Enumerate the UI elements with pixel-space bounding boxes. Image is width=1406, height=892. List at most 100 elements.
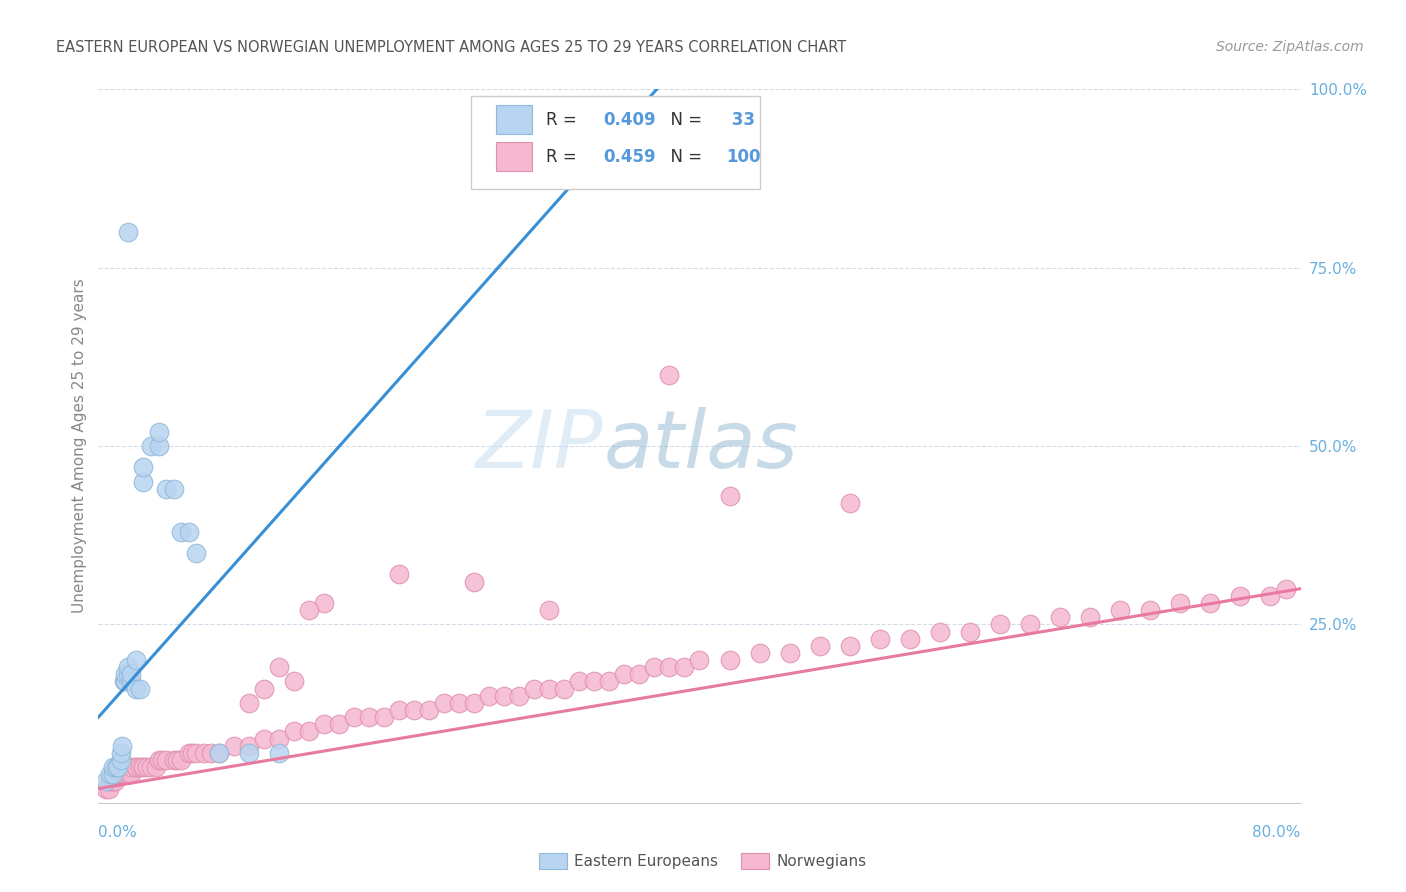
Point bbox=[103, 767, 125, 781]
Point bbox=[125, 681, 148, 696]
Point bbox=[162, 753, 184, 767]
Point bbox=[779, 646, 801, 660]
Point bbox=[688, 653, 710, 667]
Point bbox=[253, 731, 276, 746]
Point bbox=[613, 667, 636, 681]
Point bbox=[155, 482, 177, 496]
Point bbox=[125, 653, 148, 667]
Point bbox=[929, 624, 952, 639]
Point bbox=[1049, 610, 1071, 624]
Point bbox=[121, 760, 143, 774]
Y-axis label: Unemployment Among Ages 25 to 29 years: Unemployment Among Ages 25 to 29 years bbox=[72, 278, 87, 614]
Point bbox=[121, 767, 143, 781]
Point bbox=[538, 603, 561, 617]
Point bbox=[180, 746, 202, 760]
Point bbox=[388, 567, 411, 582]
Point bbox=[343, 710, 366, 724]
Point bbox=[103, 767, 125, 781]
Point bbox=[162, 482, 184, 496]
Point bbox=[110, 746, 132, 760]
Point bbox=[107, 767, 129, 781]
Point bbox=[125, 760, 148, 774]
Text: N =: N = bbox=[659, 111, 707, 128]
Point bbox=[673, 660, 696, 674]
Point bbox=[463, 696, 485, 710]
Point bbox=[105, 760, 128, 774]
Point bbox=[898, 632, 921, 646]
Point bbox=[132, 475, 155, 489]
Text: R =: R = bbox=[546, 111, 582, 128]
Point bbox=[150, 753, 173, 767]
Point bbox=[104, 774, 127, 789]
Point bbox=[283, 674, 305, 689]
Point bbox=[959, 624, 981, 639]
Point bbox=[238, 696, 260, 710]
Point bbox=[112, 767, 135, 781]
Point bbox=[267, 746, 290, 760]
Point bbox=[107, 760, 129, 774]
Point bbox=[523, 681, 546, 696]
Point bbox=[478, 689, 501, 703]
Point bbox=[494, 689, 516, 703]
Point bbox=[1109, 603, 1132, 617]
Point bbox=[838, 496, 860, 510]
Point bbox=[628, 667, 651, 681]
Point bbox=[111, 739, 134, 753]
Point bbox=[94, 781, 117, 796]
Point bbox=[388, 703, 411, 717]
Point bbox=[463, 574, 485, 589]
Point bbox=[869, 632, 891, 646]
FancyBboxPatch shape bbox=[496, 105, 533, 134]
Point bbox=[312, 717, 335, 731]
Point bbox=[170, 753, 193, 767]
Point bbox=[135, 760, 157, 774]
Point bbox=[312, 596, 335, 610]
Point bbox=[208, 746, 231, 760]
Point bbox=[117, 767, 139, 781]
Point bbox=[238, 739, 260, 753]
Point bbox=[283, 724, 305, 739]
Legend: Eastern Europeans, Norwegians: Eastern Europeans, Norwegians bbox=[533, 847, 873, 875]
Point bbox=[598, 674, 620, 689]
Point bbox=[112, 674, 135, 689]
Point bbox=[433, 696, 456, 710]
Point bbox=[1078, 610, 1101, 624]
Point bbox=[1139, 603, 1161, 617]
Point bbox=[298, 724, 321, 739]
Text: 0.0%: 0.0% bbox=[98, 825, 138, 840]
Point bbox=[148, 753, 170, 767]
Point bbox=[129, 760, 152, 774]
Text: Source: ZipAtlas.com: Source: ZipAtlas.com bbox=[1216, 40, 1364, 54]
Point bbox=[508, 689, 530, 703]
Text: ZIP: ZIP bbox=[477, 407, 603, 485]
Point bbox=[110, 767, 132, 781]
Point bbox=[748, 646, 770, 660]
Point bbox=[184, 546, 207, 560]
Point bbox=[193, 746, 215, 760]
Point bbox=[1274, 582, 1296, 596]
Point bbox=[94, 774, 117, 789]
Point bbox=[117, 667, 139, 681]
Point bbox=[253, 681, 276, 696]
Point bbox=[538, 681, 561, 696]
Point bbox=[129, 681, 152, 696]
Point bbox=[298, 603, 321, 617]
Point bbox=[114, 667, 136, 681]
Point bbox=[658, 660, 681, 674]
Point bbox=[177, 746, 200, 760]
Point bbox=[132, 760, 155, 774]
Point bbox=[148, 425, 170, 439]
Point bbox=[718, 653, 741, 667]
Text: N =: N = bbox=[659, 148, 707, 166]
Point bbox=[1170, 596, 1192, 610]
Point bbox=[583, 674, 606, 689]
Point bbox=[100, 767, 122, 781]
Point bbox=[658, 368, 681, 382]
Point bbox=[155, 753, 177, 767]
Point bbox=[1019, 617, 1042, 632]
Point bbox=[105, 767, 128, 781]
Point bbox=[267, 731, 290, 746]
Point bbox=[222, 739, 245, 753]
Point bbox=[139, 760, 162, 774]
Text: 80.0%: 80.0% bbox=[1253, 825, 1301, 840]
